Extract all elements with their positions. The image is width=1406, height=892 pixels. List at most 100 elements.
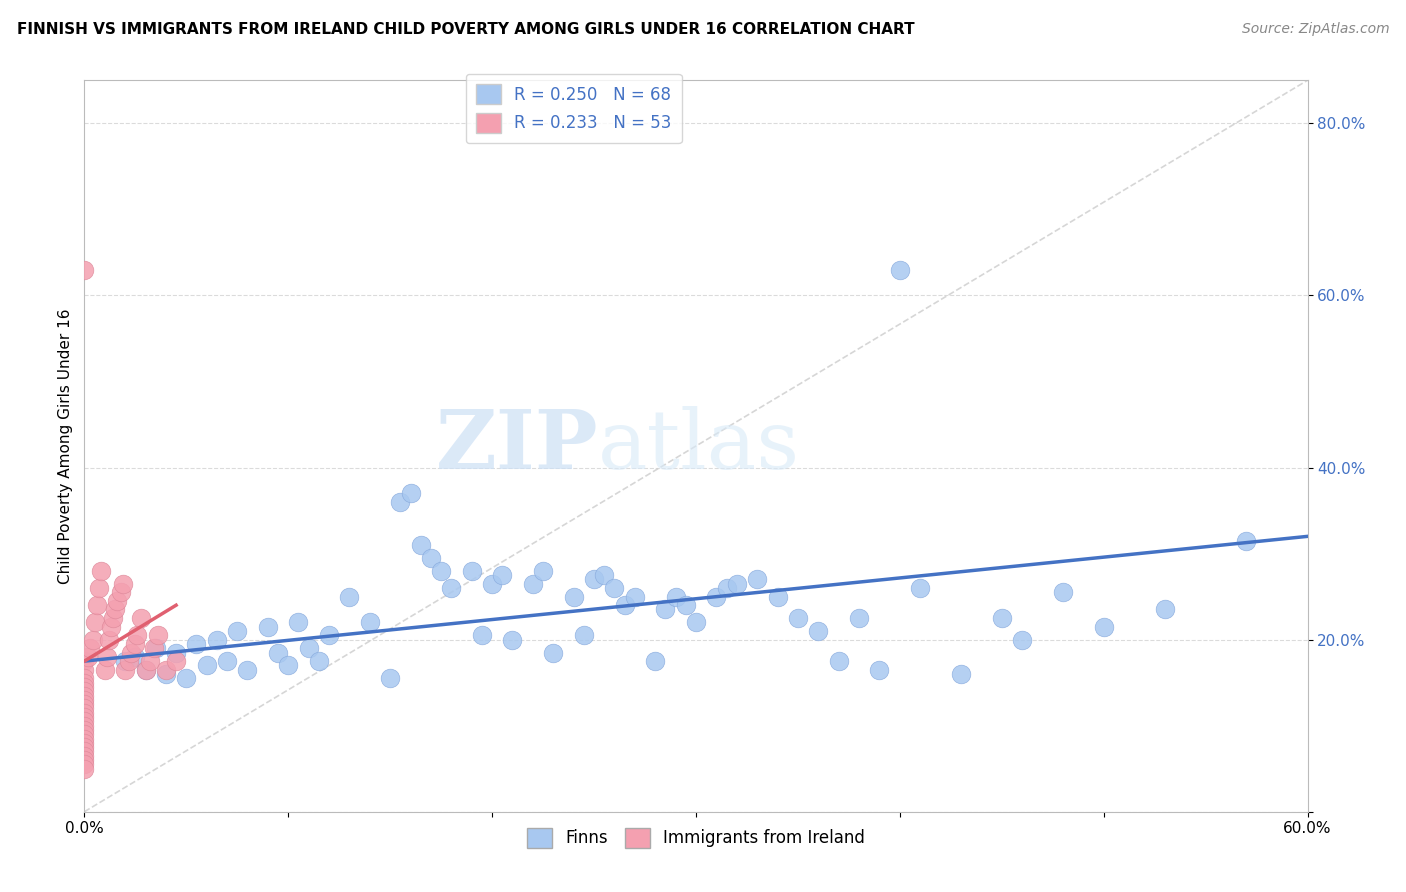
Point <box>461 564 484 578</box>
Point <box>124 649 146 664</box>
Y-axis label: Child Poverty Among Girls Under 16: Child Poverty Among Girls Under 16 <box>58 309 73 583</box>
Point <box>787 611 810 625</box>
Point <box>603 581 626 595</box>
Point <box>83 615 105 630</box>
Point <box>110 585 132 599</box>
Point <box>118 654 141 668</box>
Point <box>531 564 554 578</box>
Point <box>82 632 104 647</box>
Point <box>73 736 96 750</box>
Point <box>828 654 851 668</box>
Point <box>101 611 124 625</box>
Point <box>73 693 96 707</box>
Point <box>73 654 96 668</box>
Point <box>73 731 96 746</box>
Point <box>73 675 96 690</box>
Point <box>502 632 524 647</box>
Point <box>155 667 177 681</box>
Point <box>747 573 769 587</box>
Point <box>399 486 422 500</box>
Point <box>73 727 96 741</box>
Point <box>138 654 160 668</box>
Legend: Finns, Immigrants from Ireland: Finns, Immigrants from Ireland <box>520 821 872 855</box>
Point <box>195 658 218 673</box>
Point <box>430 564 453 578</box>
Point <box>90 564 112 578</box>
Point <box>593 568 616 582</box>
Point <box>440 581 463 595</box>
Point <box>624 590 647 604</box>
Point <box>112 576 135 591</box>
Point <box>380 671 402 685</box>
Point <box>73 706 96 720</box>
Point <box>73 701 96 715</box>
Point <box>1011 632 1033 647</box>
Point <box>73 740 96 755</box>
Point <box>217 654 239 668</box>
Point <box>100 620 122 634</box>
Point <box>135 663 157 677</box>
Point <box>685 615 707 630</box>
Point <box>165 654 187 668</box>
Point <box>287 615 309 630</box>
Point <box>991 611 1014 625</box>
Point <box>146 628 169 642</box>
Point <box>298 641 321 656</box>
Point <box>583 573 606 587</box>
Point <box>174 671 197 685</box>
Point <box>644 654 666 668</box>
Point <box>145 641 167 656</box>
Point <box>73 748 96 763</box>
Point <box>97 632 120 647</box>
Point <box>73 262 96 277</box>
Point <box>543 646 565 660</box>
Point <box>105 594 128 608</box>
Point <box>359 615 381 630</box>
Point <box>226 624 249 638</box>
Text: atlas: atlas <box>598 406 800 486</box>
Point <box>77 649 100 664</box>
Point <box>471 628 494 642</box>
Point <box>79 641 101 656</box>
Point <box>675 598 697 612</box>
Point <box>420 550 443 565</box>
Point <box>87 581 110 595</box>
Point <box>889 262 911 277</box>
Point <box>73 710 96 724</box>
Point <box>114 663 136 677</box>
Point <box>481 576 503 591</box>
Point <box>73 684 96 698</box>
Point <box>654 602 676 616</box>
Point <box>318 628 340 642</box>
Point <box>120 646 142 660</box>
Point <box>205 632 228 647</box>
Point <box>1236 533 1258 548</box>
Point <box>124 637 146 651</box>
Point <box>522 576 544 591</box>
Point <box>73 762 96 776</box>
Point <box>73 697 96 711</box>
Point <box>910 581 932 595</box>
Point <box>665 590 688 604</box>
Point <box>127 628 149 642</box>
Point <box>104 602 127 616</box>
Point <box>766 590 789 604</box>
Point <box>572 628 595 642</box>
Point <box>716 581 738 595</box>
Point <box>706 590 728 604</box>
Point <box>155 663 177 677</box>
Point <box>73 689 96 703</box>
Point <box>135 663 157 677</box>
Point <box>1052 585 1074 599</box>
Point <box>73 663 96 677</box>
Point <box>308 654 330 668</box>
Point <box>73 723 96 737</box>
Point <box>96 649 118 664</box>
Point <box>73 744 96 758</box>
Point <box>491 568 513 582</box>
Point <box>73 757 96 772</box>
Point <box>950 667 973 681</box>
Point <box>86 598 108 612</box>
Point <box>73 753 96 767</box>
Point <box>1154 602 1177 616</box>
